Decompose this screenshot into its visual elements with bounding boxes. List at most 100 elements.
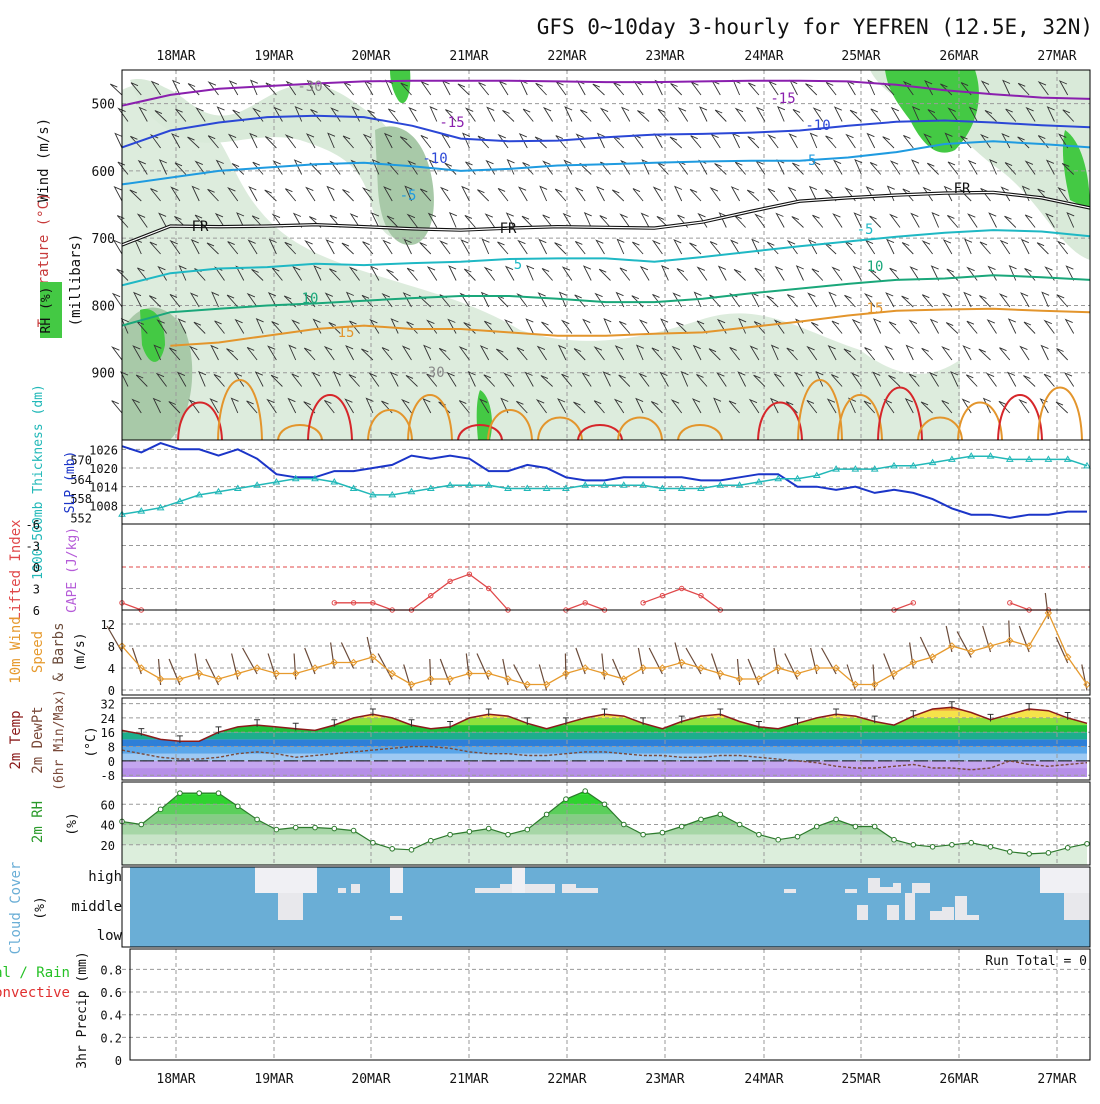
wind-barb xyxy=(540,375,553,387)
wind-barb xyxy=(234,318,245,334)
wind-barb xyxy=(766,295,779,308)
thickness-marker xyxy=(755,478,763,485)
wind-barb xyxy=(638,372,650,387)
isotherm-label: -5 xyxy=(800,153,817,169)
wind-barb xyxy=(812,107,824,122)
wind-barb xyxy=(749,345,760,361)
wind-barb xyxy=(945,322,959,334)
thickness-marker xyxy=(890,461,898,469)
wind-barb xyxy=(998,293,1011,308)
date-label-top: 26MAR xyxy=(939,49,978,64)
wind-barb-10m xyxy=(648,647,663,675)
wind-barb xyxy=(651,239,663,255)
slp-tick-label: 1026 xyxy=(89,443,118,457)
wind-barb xyxy=(479,398,490,414)
isotherm-label: -10 xyxy=(805,118,830,134)
wind-barb xyxy=(650,401,663,414)
thickness-marker xyxy=(484,481,493,488)
wind-barb xyxy=(365,397,374,414)
thickness-marker xyxy=(233,484,242,491)
thickness-marker xyxy=(812,471,821,479)
lifted-index-marker xyxy=(350,600,357,606)
wind-barb xyxy=(611,189,625,202)
wind-barb xyxy=(169,239,181,255)
wind-barb xyxy=(1004,162,1017,175)
date-label-top: 23MAR xyxy=(645,49,684,64)
wind-barb xyxy=(427,212,438,228)
wind-barb xyxy=(773,319,785,334)
wind-barb xyxy=(463,268,476,281)
wind-speed-marker xyxy=(427,675,435,683)
wind-barb xyxy=(267,345,277,361)
wind-barb xyxy=(291,373,303,387)
wind-barb xyxy=(325,239,335,255)
date-label-bottom: 20MAR xyxy=(351,1072,390,1087)
temp-minmax-bar xyxy=(910,710,917,718)
wind-speed-marker xyxy=(870,680,879,689)
wind-speed-marker xyxy=(465,669,474,678)
cloud-gap xyxy=(905,893,915,920)
wind-barb xyxy=(361,348,374,361)
isotherm-label: -15 xyxy=(770,91,795,107)
wind-barb xyxy=(266,398,277,414)
wind-barb xyxy=(402,292,412,308)
wind-barb-10m xyxy=(157,658,162,686)
thickness-marker xyxy=(426,484,435,491)
cloud-gap xyxy=(880,887,900,893)
temp-minmax-bar xyxy=(485,708,492,717)
wind-barb xyxy=(960,82,972,96)
wind-barb xyxy=(497,187,509,202)
wind-speed-marker xyxy=(311,664,319,672)
wind-barb xyxy=(292,265,303,281)
rh-marker xyxy=(910,841,917,848)
wind-speed-marker xyxy=(948,642,956,650)
thickness-marker xyxy=(446,481,454,488)
wind-barb xyxy=(287,397,297,414)
wind-barb xyxy=(832,213,843,228)
thickness-marker xyxy=(581,481,590,488)
wind-barb xyxy=(754,213,766,228)
wind-barb xyxy=(730,186,740,202)
wind-barb xyxy=(332,371,341,387)
wind-barb xyxy=(982,397,991,414)
wind-barb xyxy=(170,186,181,202)
wind-barb xyxy=(947,107,959,122)
wind-barb xyxy=(371,158,380,175)
wind-barb xyxy=(497,133,509,149)
cloud-gap xyxy=(1040,867,1090,893)
ylabel-minmax: (6hr Min/Max) xyxy=(52,689,67,791)
wind-barb xyxy=(344,398,354,414)
cloud-gap xyxy=(255,867,317,893)
thickness-marker xyxy=(658,484,667,491)
wind-barb xyxy=(908,373,920,387)
rh-marker xyxy=(273,826,280,833)
rh-marker xyxy=(292,824,299,831)
wind-barb xyxy=(267,291,277,308)
wind-barb xyxy=(461,185,470,202)
thickness-marker xyxy=(504,484,512,491)
wind-barb xyxy=(573,348,586,361)
wind-barb xyxy=(131,398,142,414)
wind-barb xyxy=(216,106,225,122)
warm-contour xyxy=(797,379,843,441)
wind-barb xyxy=(748,82,760,96)
ylabel-cape: CAPE (J/kg) xyxy=(65,527,80,613)
cloud-gap xyxy=(562,884,576,893)
isotherm-label: FR xyxy=(954,181,971,197)
isotherm-line xyxy=(170,307,1091,347)
warm-contour xyxy=(1037,386,1083,441)
cloud-gap xyxy=(967,915,979,920)
wind-barb xyxy=(596,185,605,202)
wind-barb xyxy=(236,212,245,228)
rh-marker xyxy=(312,824,318,831)
wind-barb xyxy=(361,294,374,308)
wind-barb xyxy=(902,80,914,96)
wind-barb xyxy=(673,238,683,255)
wind-barb xyxy=(524,371,534,387)
isotherm-label: 10 xyxy=(302,291,319,307)
wind-barb xyxy=(175,108,187,122)
wind-barb xyxy=(458,346,470,361)
wind-barb xyxy=(753,321,766,334)
wind-barb xyxy=(148,295,161,308)
wind-barb xyxy=(807,239,818,255)
